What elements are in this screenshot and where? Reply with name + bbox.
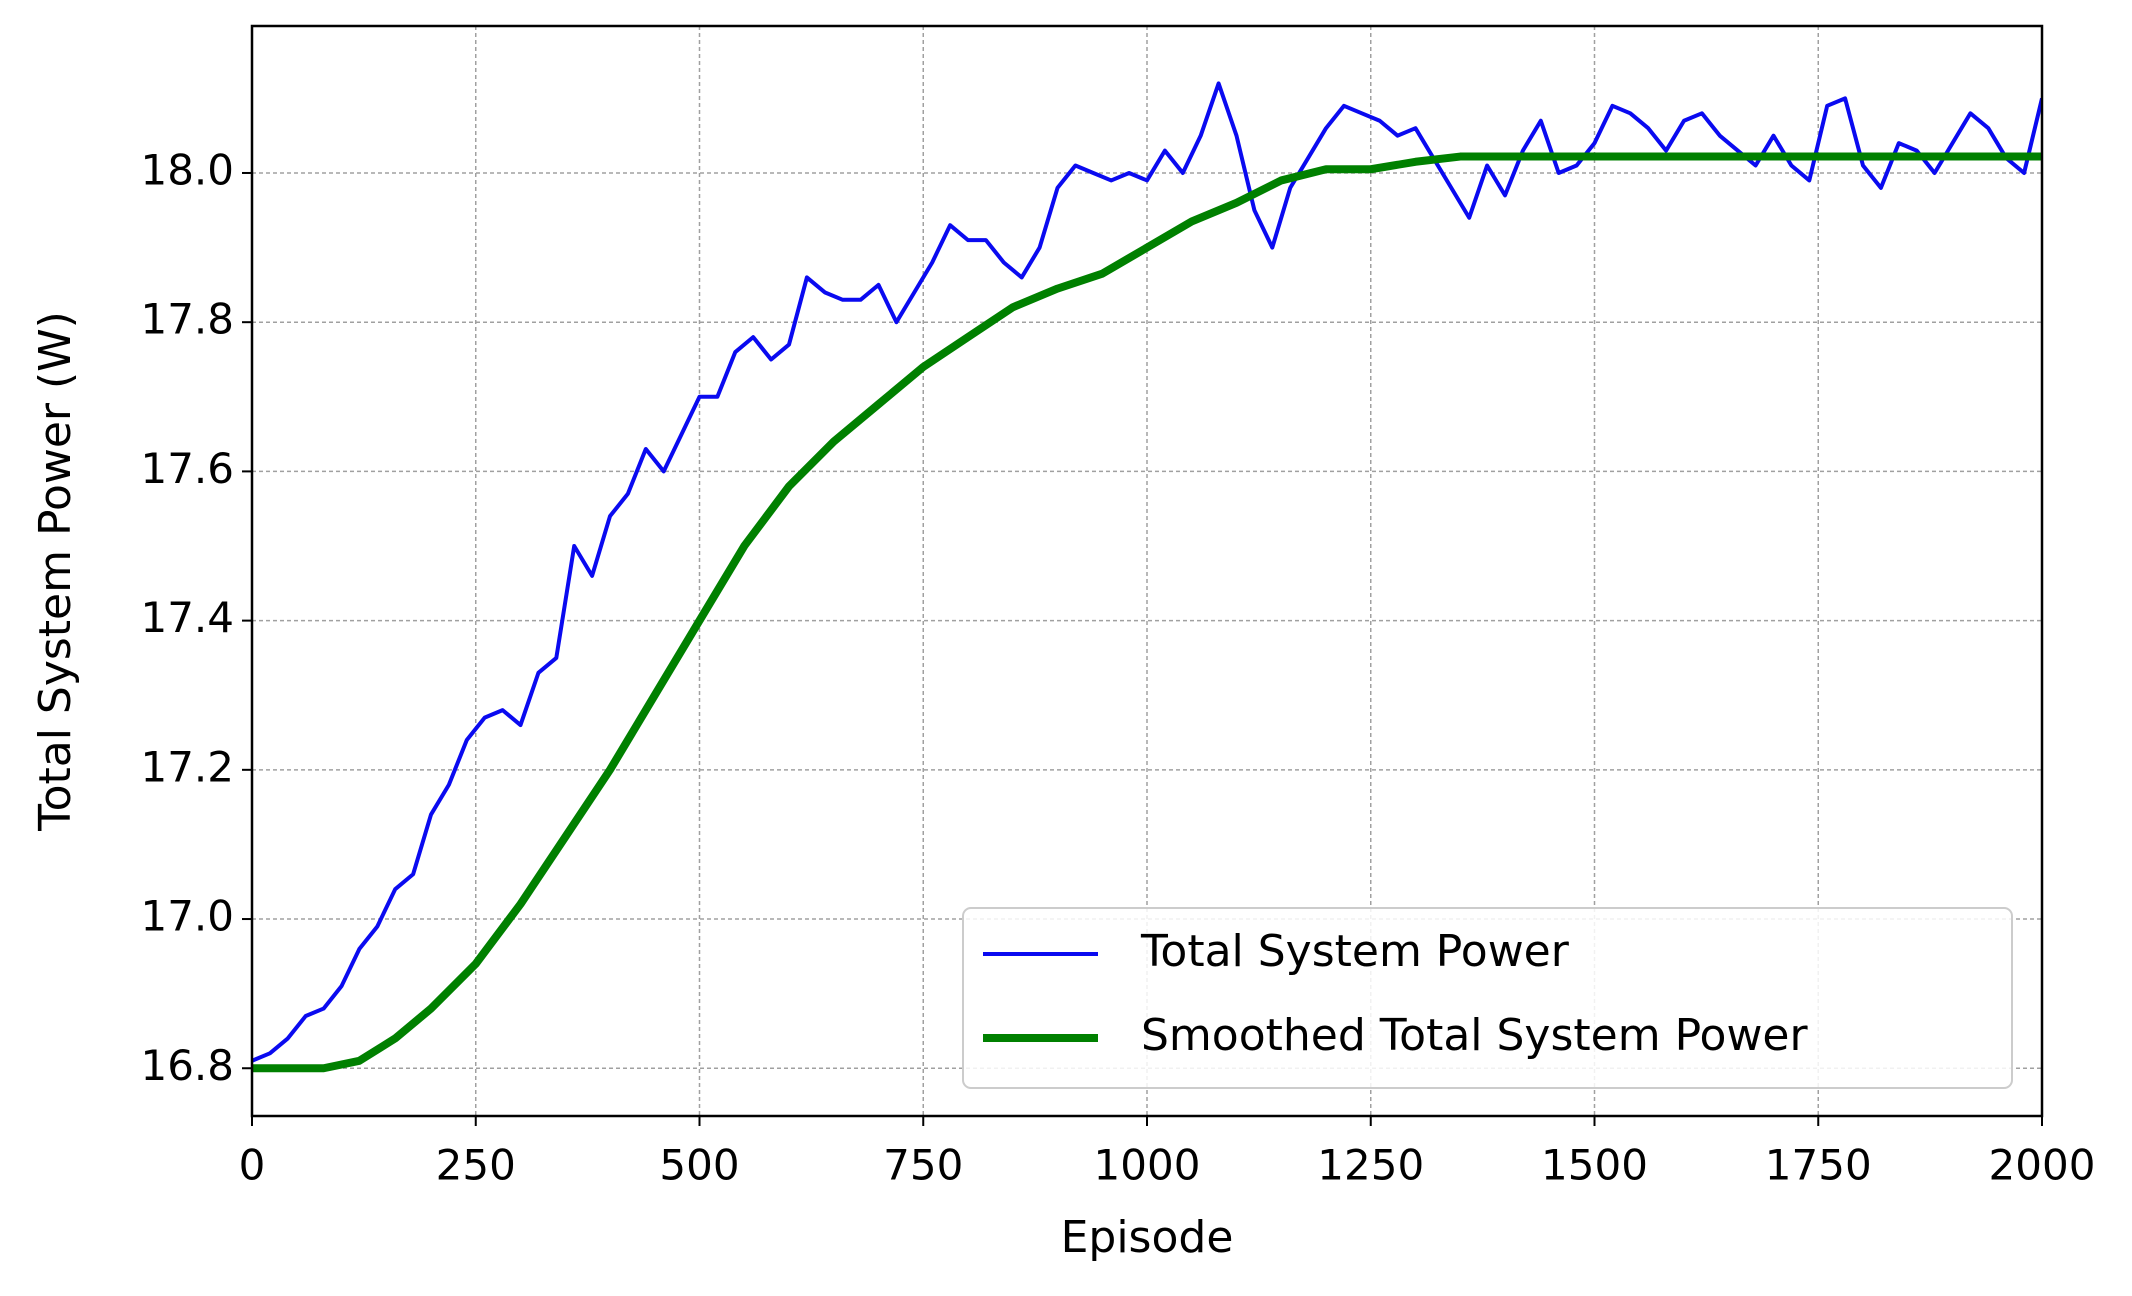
y-axis-label: Total System Power (W) <box>30 311 81 832</box>
y-tick-label: 18.0 <box>140 145 234 194</box>
y-tick-label: 17.6 <box>140 444 234 493</box>
x-tick-label: 0 <box>239 1141 266 1190</box>
plot-frame <box>250 24 2044 1118</box>
legend-box <box>962 907 2013 1089</box>
x-tick-label: 750 <box>883 1141 963 1190</box>
y-tick-label: 17.8 <box>140 295 234 344</box>
x-tick-label: 1250 <box>1317 1141 1424 1190</box>
x-tick-label: 250 <box>436 1141 516 1190</box>
line-series <box>252 152 2042 1073</box>
x-tick-label: 1000 <box>1094 1141 1201 1190</box>
x-axis-label: Episode <box>1061 1212 1234 1263</box>
y-tick-label: 17.4 <box>140 593 234 642</box>
x-tick-label: 500 <box>659 1141 739 1190</box>
x-tick-label: 1500 <box>1541 1141 1648 1190</box>
legend-label: Total System Power <box>1140 926 1570 977</box>
legend-label: Smoothed Total System Power <box>1141 1010 1809 1061</box>
y-tick-label: 17.0 <box>140 892 234 941</box>
y-tick-label: 17.2 <box>140 742 234 791</box>
x-tick-label: 2000 <box>1989 1141 2096 1190</box>
x-tick-label: 1750 <box>1765 1141 1872 1190</box>
y-tick-label: 16.8 <box>140 1041 234 1090</box>
